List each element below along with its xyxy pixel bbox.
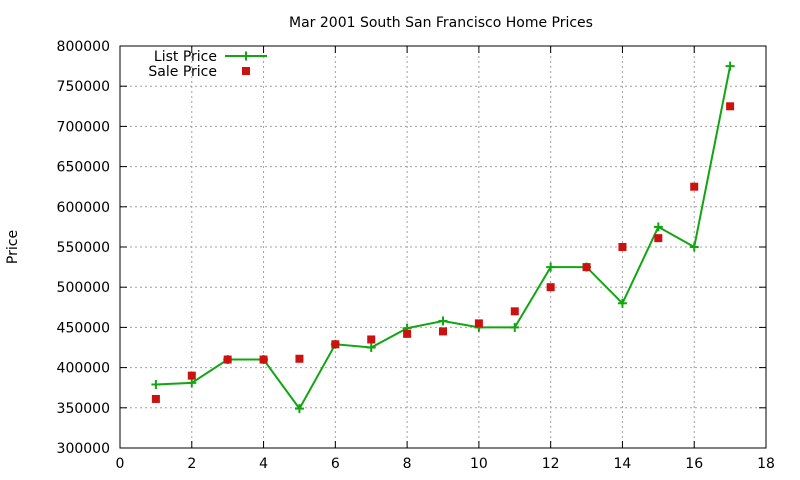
- data-point-sale-price: [187, 371, 196, 380]
- x-tick-label: 4: [259, 456, 268, 472]
- series-layer: [151, 61, 735, 414]
- y-tick-label: 400000: [57, 361, 110, 377]
- series-sale-price: [151, 102, 735, 403]
- data-point-sale-price: [474, 319, 483, 328]
- y-tick-label: 450000: [57, 320, 110, 336]
- data-point-sale-price: [690, 182, 699, 191]
- data-point-list-price: [438, 316, 448, 326]
- y-tick-label: 700000: [57, 119, 110, 135]
- data-point-sale-price: [259, 355, 268, 364]
- data-point-sale-price: [582, 263, 591, 272]
- data-point-sale-price: [654, 234, 663, 243]
- data-point-list-price: [151, 379, 161, 389]
- data-point-list-price: [187, 378, 197, 388]
- data-point-list-price: [689, 242, 699, 252]
- y-tick-label: 800000: [57, 39, 110, 55]
- series-line: [155, 65, 732, 411]
- legend-marker-sale-price: [242, 67, 250, 75]
- data-point-sale-price: [726, 102, 735, 111]
- axis-ticks: 0 2 4 6 8 10 12 14 16 18 300000 350000 400000 450000 5…: [57, 39, 775, 472]
- legend-marker-list-price: [241, 51, 251, 61]
- y-tick-label: 600000: [57, 200, 110, 216]
- data-point-sale-price: [331, 340, 340, 349]
- data-point-list-price: [366, 343, 376, 352]
- y-tick-label: 350000: [57, 401, 110, 417]
- y-axis-label: Price: [5, 230, 21, 264]
- data-point-sale-price: [295, 354, 304, 363]
- data-point-list-price: [294, 404, 304, 414]
- y-tick-label: 650000: [57, 160, 110, 176]
- data-point-sale-price: [618, 243, 627, 251]
- grid-lines: [120, 46, 766, 448]
- data-point-list-price: [510, 322, 520, 332]
- data-point-list-price: [617, 298, 627, 308]
- y-tick-label: 300000: [57, 441, 110, 457]
- x-tick-label: 14: [614, 456, 632, 472]
- data-point-sale-price: [546, 283, 555, 292]
- legend-label: Sale Price: [148, 64, 217, 80]
- data-point-sale-price: [439, 327, 447, 336]
- y-tick-label: 750000: [57, 79, 110, 95]
- x-tick-label: 6: [331, 456, 340, 472]
- x-tick-label: 16: [685, 456, 703, 472]
- series-list-price: [151, 61, 735, 414]
- x-tick-label: 0: [116, 456, 125, 472]
- x-tick-label: 18: [757, 456, 775, 472]
- x-tick-label: 8: [403, 456, 412, 472]
- y-tick-label: 500000: [57, 280, 110, 296]
- data-point-sale-price: [510, 307, 519, 316]
- data-point-list-price: [725, 61, 735, 71]
- x-tick-label: 10: [470, 456, 488, 472]
- x-tick-label: 2: [187, 456, 196, 472]
- data-point-list-price: [546, 262, 556, 272]
- data-point-sale-price: [403, 329, 412, 338]
- data-point-list-price: [653, 222, 663, 232]
- legend-label: List Price: [154, 49, 217, 65]
- y-tick-label: 550000: [57, 240, 110, 256]
- chart-title: Mar 2001 South San Francisco Home Prices: [289, 15, 593, 31]
- x-tick-label: 12: [542, 456, 560, 472]
- data-point-sale-price: [151, 394, 160, 403]
- data-point-sale-price: [367, 335, 376, 344]
- data-point-sale-price: [223, 355, 232, 364]
